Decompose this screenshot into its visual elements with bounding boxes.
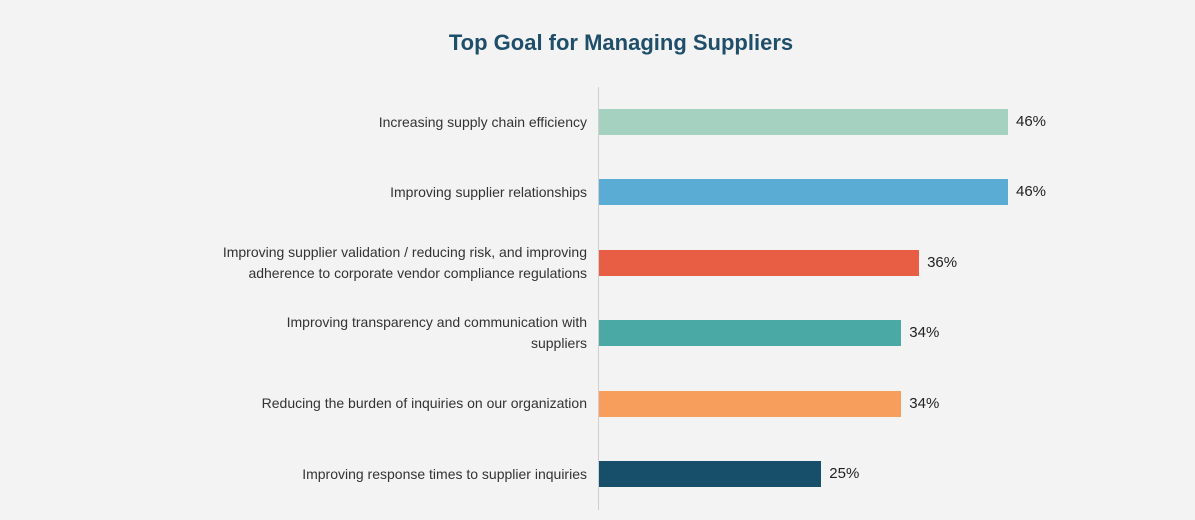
bar <box>599 249 920 276</box>
value-label: 36% <box>927 253 958 271</box>
chart-title: Top Goal for Managing Suppliers <box>448 30 794 55</box>
value-label: 34% <box>909 324 940 342</box>
value-label: 46% <box>1016 113 1047 130</box>
bar <box>599 390 902 417</box>
category-label: Improving supplier relationships <box>390 183 587 200</box>
category-label: Increasing supply chain efficiency <box>378 113 587 130</box>
value-label: 46% <box>1016 183 1047 201</box>
value-label: 25% <box>829 465 860 482</box>
category-label: Reducing the burden of inquiries on our … <box>261 395 587 412</box>
bar <box>599 109 1008 135</box>
bar <box>599 179 1008 206</box>
category-label: Improving response times to supplier inq… <box>302 465 587 482</box>
bar <box>599 461 822 487</box>
category-label: Improving transparency and communication… <box>286 314 587 352</box>
value-label: 34% <box>909 394 940 412</box>
category-label: Improving supplier validation / reducing… <box>222 243 587 281</box>
axis-line <box>598 87 599 510</box>
bar <box>599 320 902 347</box>
